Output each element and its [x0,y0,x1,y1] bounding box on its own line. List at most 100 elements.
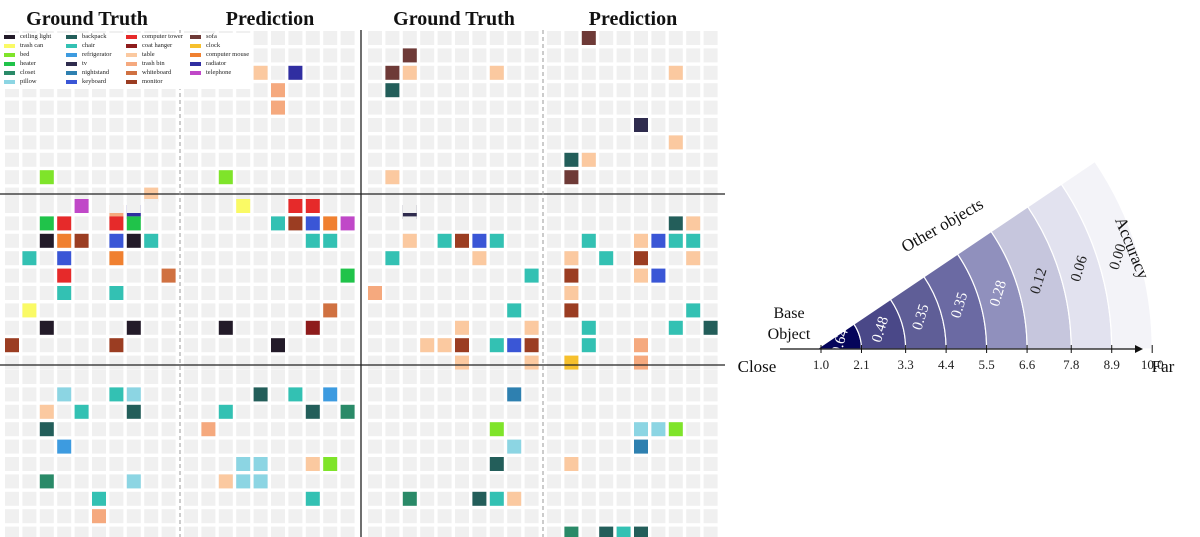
grid-cell-empty [581,491,596,506]
grid-cell-empty [22,526,37,537]
grid-panel-g-r3 [5,370,176,537]
grid-cell-empty [686,355,701,370]
grid-cell-empty [507,31,522,45]
grid-cell-empty [524,509,539,524]
grid-cell-empty [161,491,176,506]
fan-value-label: 0.35 [948,290,971,320]
grid-cell-empty [402,474,417,489]
grid-cell-empty [340,233,355,248]
grid-cell-empty [524,31,539,45]
grid-cell-empty [703,286,718,300]
grid-cell-empty [634,135,648,150]
grid-cell-empty [703,474,718,489]
grid-cell-empty [437,118,452,132]
grid-cell-backpack [126,404,141,419]
grid-cell-pillow [236,457,251,471]
grid-cell-empty [236,387,251,402]
grid-cell-empty [22,491,37,506]
grid-cell-empty [109,118,124,132]
grid-cell-trash-can [236,199,251,213]
grid-cell-empty [92,251,106,266]
grid-cell-empty [5,404,19,419]
grid-cell-empty [340,338,355,353]
legend-label: monitor [142,78,163,85]
grid-cell-empty [74,474,89,489]
grid-cell-empty [703,48,718,63]
grid-cell-empty [686,65,701,80]
grid-cell-empty [547,118,561,132]
grid-cell-empty [524,404,539,419]
grid-cell-empty [161,100,176,115]
grid-cell-empty [634,152,648,167]
grid-cell-empty [161,233,176,248]
legend-label: clock [206,42,221,49]
grid-cell-empty [74,100,89,115]
grid-cell-empty [420,491,435,506]
grid-cell-chair [581,320,596,335]
grid-cell-empty [686,422,701,437]
legend-label: whiteboard [142,69,172,76]
grid-cell-empty [368,83,382,98]
grid-cell-empty [39,526,54,537]
grid-cell-empty [161,370,176,384]
grid-cell-empty [340,65,355,80]
grid-cell-empty [420,286,435,300]
grid-cell-empty [126,100,141,115]
grid-cell-empty [547,100,561,115]
grid-cell-empty [271,303,285,318]
legend-label: trash bin [142,60,165,67]
grid-cell-empty [323,439,338,454]
grid-cell-whiteboard [323,303,338,318]
grid-cell-sofa [385,65,400,80]
grid-cell-empty [651,439,666,454]
grid-cell-empty [599,338,614,353]
grid-cell-empty [703,491,718,506]
legend-swatch [66,34,77,39]
grid-cell-empty [5,135,19,150]
grid-cell-table [564,251,579,266]
grid-cell-empty [340,31,355,45]
grid-cell-empty [144,387,159,402]
grid-cell-empty [368,526,382,537]
grid-cell-empty [616,251,631,266]
grid-cell-empty [385,303,400,318]
grid-cell-empty [668,457,683,471]
grid-cell-empty [599,355,614,370]
grid-cell-empty [253,526,268,537]
grid-cell-empty [218,268,233,283]
grid-cell-empty [288,251,303,266]
grid-cell-empty [5,251,19,266]
grid-panel-g-r1b [368,31,539,219]
grid-cell-empty [547,251,561,266]
grid-cell-empty [547,439,561,454]
grid-cell-empty [201,170,216,185]
grid-cell-empty [651,404,666,419]
grid-cell-empty [39,251,54,266]
grid-cell-empty [507,370,522,384]
grid-cell-empty [184,457,198,471]
grid-cell-empty [547,509,561,524]
grid-cell-computer-tower [288,199,303,213]
grid-cell-empty [472,152,487,167]
grid-cell-empty [668,83,683,98]
grid-cell-empty [651,251,666,266]
grid-cell-empty [472,48,487,63]
grid-cell-empty [39,152,54,167]
grid-cell-empty [455,83,469,98]
grid-cell-empty [109,526,124,537]
grid-cell-empty [489,100,504,115]
grid-cell-empty [144,404,159,419]
grid-cell-empty [144,491,159,506]
grid-cell-empty [455,422,469,437]
grid-cell-empty [616,509,631,524]
grid-cell-empty [547,457,561,471]
grid-cell-empty [323,338,338,353]
legend-item: clock [190,42,220,50]
grid-cell-empty [489,170,504,185]
grid-cell-empty [109,404,124,419]
grid-cell-empty [236,170,251,185]
grid-cell-empty [455,268,469,283]
grid-cell-empty [437,170,452,185]
axis-tick-label: 6.6 [1019,357,1036,372]
grid-cell-empty [201,152,216,167]
